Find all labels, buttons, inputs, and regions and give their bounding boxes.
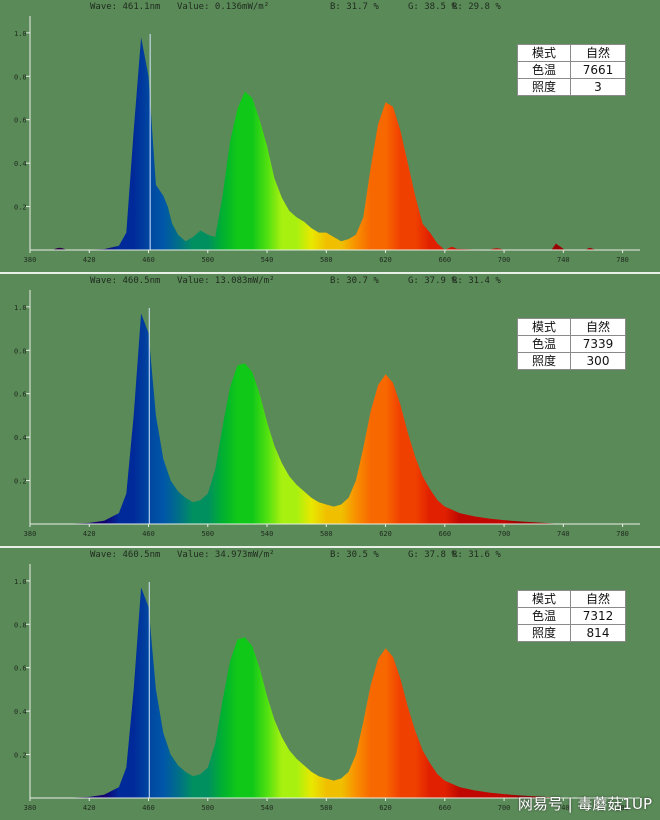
x-tick-label: 740 [557, 804, 570, 812]
x-tick-label: 540 [261, 530, 274, 538]
spectrum-panel-1: 0.2 0.4 0.6 0.8 1.0 380 420 460 500 540 580 620 660 7… [0, 0, 660, 272]
y-tick-label: 0.2 [14, 478, 27, 486]
y-tick-label: 1.0 [14, 578, 27, 586]
x-tick-label: 700 [498, 256, 511, 264]
spectrum-area [30, 313, 623, 524]
x-tick-label: 420 [83, 530, 96, 538]
mode-label: 模式 [517, 44, 571, 62]
x-tick-label: 620 [379, 256, 392, 264]
y-tick-label: 0.8 [14, 621, 27, 629]
green-percent: G: 37.9 % [408, 276, 457, 286]
value-readout: Value: 13.083mW/m² [177, 276, 275, 286]
x-tick-label: 780 [616, 530, 629, 538]
value-readout: Value: 0.136mW/m² [177, 2, 270, 12]
y-tick-label: 0.6 [14, 391, 27, 399]
cct-label: 色温 [517, 61, 571, 79]
wave-readout: Wave: 460.5nm [90, 550, 161, 560]
panel-divider [0, 272, 660, 274]
x-tick-label: 740 [557, 530, 570, 538]
mode-label: 模式 [517, 590, 571, 608]
spectrum-panel-3: 0.2 0.4 0.6 0.8 1.0 380 420 460 500 540 580 620 660 7… [0, 548, 660, 820]
y-tick-label: 1.0 [14, 304, 27, 312]
info-table-1: 模式 自然 色温 7661 照度 3 [517, 44, 626, 96]
x-tick-label: 660 [438, 804, 451, 812]
x-tick-label: 540 [261, 804, 274, 812]
x-tick-label: 780 [616, 804, 629, 812]
x-tick-label: 540 [261, 256, 274, 264]
x-tick-label: 380 [24, 530, 37, 538]
x-tick-label: 500 [201, 530, 214, 538]
x-tick-label: 420 [83, 256, 96, 264]
x-tick-label: 740 [557, 256, 570, 264]
spectrum-chart-2: 0.2 0.4 0.6 0.8 1.0 380 420 460 500 540 580 620 660 7… [14, 290, 640, 538]
y-tick-label: 0.6 [14, 117, 27, 125]
cct-value: 7661 [570, 61, 626, 79]
y-tick-label: 1.0 [14, 30, 27, 38]
x-tick-label: 500 [201, 256, 214, 264]
y-tick-label: 0.4 [14, 160, 27, 168]
blue-percent: B: 31.7 % [330, 2, 379, 12]
wave-readout: Wave: 460.5nm [90, 276, 161, 286]
y-tick-label: 0.8 [14, 73, 27, 81]
x-tick-label: 700 [498, 530, 511, 538]
mode-value: 自然 [570, 590, 626, 608]
mode-label: 模式 [517, 318, 571, 336]
y-tick-label: 0.6 [14, 665, 27, 673]
x-tick-label: 580 [320, 530, 333, 538]
panel-divider [0, 546, 660, 548]
blue-percent: B: 30.5 % [330, 550, 379, 560]
y-tick-label: 0.4 [14, 708, 27, 716]
x-tick-label: 380 [24, 256, 37, 264]
lux-value: 300 [570, 352, 626, 370]
x-tick-label: 660 [438, 530, 451, 538]
blue-percent: B: 30.7 % [330, 276, 379, 286]
x-tick-label: 620 [379, 530, 392, 538]
x-tick-label: 460 [142, 804, 155, 812]
watermark: 网易号 | 毒蘑菇1UP [517, 795, 652, 813]
info-table-3: 模式 自然 色温 7312 照度 814 [517, 590, 626, 642]
x-tick-label: 580 [320, 256, 333, 264]
mode-value: 自然 [570, 318, 626, 336]
y-tick-label: 0.4 [14, 434, 27, 442]
wave-readout: Wave: 461.1nm [90, 2, 161, 12]
y-tick-label: 0.8 [14, 347, 27, 355]
red-percent: R: 31.6 % [452, 550, 501, 560]
y-tick-label: 0.2 [14, 752, 27, 760]
cct-value: 7312 [570, 607, 626, 625]
info-table-2: 模式 自然 色温 7339 照度 300 [517, 318, 626, 370]
spectrum-chart-1: 0.2 0.4 0.6 0.8 1.0 380 420 460 500 540 580 620 660 7… [14, 16, 640, 264]
cct-label: 色温 [517, 335, 571, 353]
spectrum-chart-3: 0.2 0.4 0.6 0.8 1.0 380 420 460 500 540 580 620 660 7… [14, 564, 640, 812]
lux-label: 照度 [517, 78, 571, 96]
lux-value: 3 [570, 78, 626, 96]
spectrum-panel-2: 0.2 0.4 0.6 0.8 1.0 380 420 460 500 540 580 620 660 7… [0, 274, 660, 546]
red-percent: R: 29.8 % [452, 2, 501, 12]
cct-value: 7339 [570, 335, 626, 353]
x-tick-label: 580 [320, 804, 333, 812]
cct-label: 色温 [517, 607, 571, 625]
lux-label: 照度 [517, 352, 571, 370]
spectrum-area [30, 587, 623, 798]
x-tick-label: 620 [379, 804, 392, 812]
x-tick-label: 420 [83, 804, 96, 812]
x-tick-label: 700 [498, 804, 511, 812]
lux-value: 814 [570, 624, 626, 642]
lux-label: 照度 [517, 624, 571, 642]
green-percent: G: 37.8 % [408, 550, 457, 560]
y-tick-label: 0.2 [14, 204, 27, 212]
x-tick-label: 780 [616, 256, 629, 264]
spectrum-area [30, 37, 623, 251]
value-readout: Value: 34.973mW/m² [177, 550, 275, 560]
green-percent: G: 38.5 % [408, 2, 457, 12]
x-tick-label: 500 [201, 804, 214, 812]
mode-value: 自然 [570, 44, 626, 62]
x-tick-label: 660 [438, 256, 451, 264]
x-tick-label: 460 [142, 256, 155, 264]
x-tick-label: 380 [24, 804, 37, 812]
x-tick-label: 460 [142, 530, 155, 538]
red-percent: R: 31.4 % [452, 276, 501, 286]
